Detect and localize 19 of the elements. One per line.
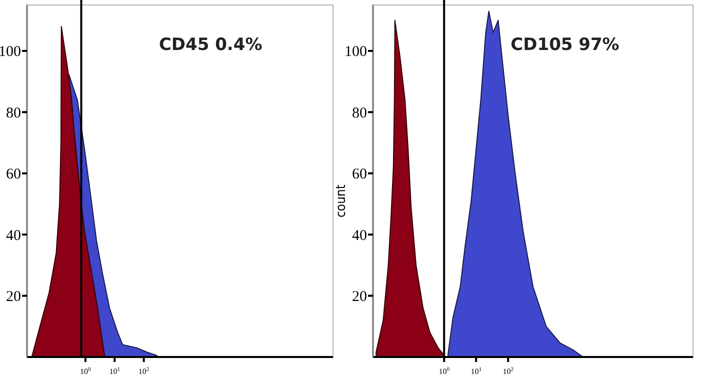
x-tick-label: 10$^{0}$ (80, 367, 92, 376)
x-tick-label: 10$^{1}$ (470, 367, 482, 376)
y-tick-label: 20 (6, 289, 21, 306)
x-tick-label: 10$^{2}$ (138, 367, 150, 376)
y-tick-label: 40 (6, 228, 21, 244)
y-tick-label: 100 (0, 44, 21, 60)
y-tick-label: 80 (6, 105, 21, 122)
x-tick-label: 10$^{2}$ (502, 367, 514, 376)
x-tick-label: 10$^{0}$ (438, 367, 450, 376)
annotation: CD105 97% (510, 35, 620, 55)
y-tick-label: 60 (6, 166, 21, 183)
y-axis-title: count (334, 184, 349, 218)
x-tick-label: 10$^{1}$ (109, 367, 120, 376)
y-tick-label: 40 (352, 228, 367, 244)
y-tick-label: 60 (352, 166, 367, 183)
y-tick-label: 20 (352, 289, 367, 306)
annotation: CD45 0.4% (158, 35, 262, 55)
y-tick-label: 100 (344, 44, 367, 60)
y-tick-label: 80 (352, 105, 367, 122)
